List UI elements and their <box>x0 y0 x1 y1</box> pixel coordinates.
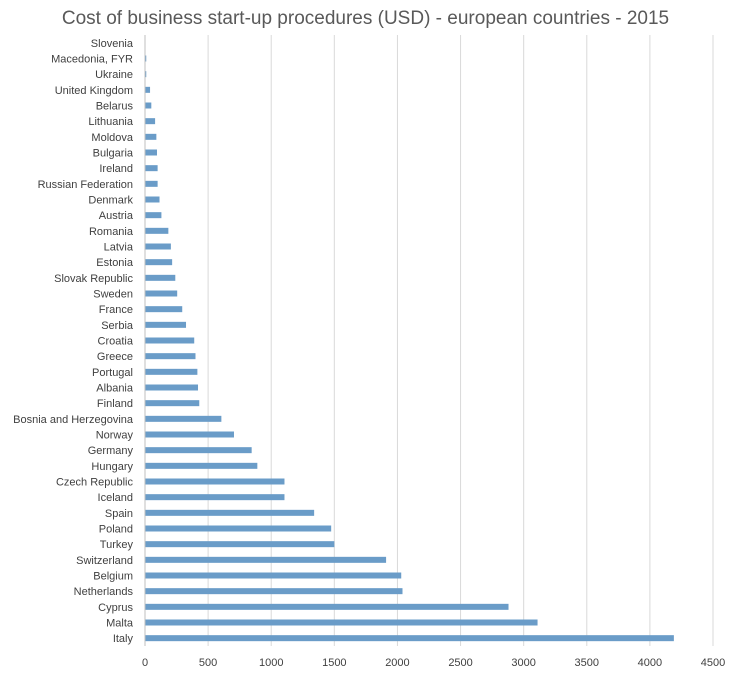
category-label: Austria <box>99 210 134 222</box>
category-label: Cyprus <box>98 602 133 614</box>
bar-belgium <box>145 572 402 579</box>
category-label: Belgium <box>93 571 133 583</box>
bar-sweden <box>145 290 178 297</box>
bar-greece <box>145 353 196 360</box>
bar-romania <box>145 227 169 234</box>
category-label: Iceland <box>98 492 133 504</box>
category-label: Switzerland <box>76 555 133 567</box>
category-label: United Kingdom <box>55 85 133 97</box>
bar-bulgaria <box>145 149 157 156</box>
x-tick-label: 2000 <box>385 657 409 669</box>
bar-united-kingdom <box>145 86 151 93</box>
category-label: Malta <box>106 618 134 630</box>
bar-lithuania <box>145 118 156 125</box>
bar-hungary <box>145 462 258 469</box>
bar-ireland <box>145 165 158 172</box>
category-label: Finland <box>97 398 133 410</box>
bar-malta <box>145 619 538 626</box>
x-tick-label: 1000 <box>259 657 283 669</box>
bar-portugal <box>145 368 198 375</box>
category-label: France <box>99 304 133 316</box>
category-label: Slovak Republic <box>54 273 133 285</box>
bar-serbia <box>145 321 187 328</box>
bar-moldova <box>145 133 157 140</box>
bar-ukraine <box>145 71 147 78</box>
category-label: Lithuania <box>88 116 134 128</box>
bar-macedonia-fyr <box>145 55 147 62</box>
category-label: Sweden <box>93 289 133 301</box>
bar-czech-republic <box>145 478 285 485</box>
bar-poland <box>145 525 332 532</box>
category-label: Poland <box>99 524 133 536</box>
category-label: Croatia <box>98 336 134 348</box>
x-tick-label: 0 <box>142 657 148 669</box>
category-label: Bulgaria <box>93 148 134 160</box>
category-label: Romania <box>89 226 134 238</box>
category-label: Netherlands <box>74 586 134 598</box>
category-label: Latvia <box>104 242 134 254</box>
bar-latvia <box>145 243 171 250</box>
category-label: Turkey <box>100 539 134 551</box>
category-label: Serbia <box>101 320 134 332</box>
bar-spain <box>145 509 315 516</box>
category-label: Moldova <box>91 132 133 144</box>
bar-switzerland <box>145 556 387 563</box>
category-label: Belarus <box>96 101 134 113</box>
category-label: Macedonia, FYR <box>51 54 133 66</box>
x-tick-label: 2500 <box>448 657 472 669</box>
bar-finland <box>145 400 200 407</box>
category-label: Estonia <box>96 257 134 269</box>
category-label: Norway <box>96 430 134 442</box>
category-label: Greece <box>97 351 133 363</box>
bar-turkey <box>145 541 335 548</box>
bar-austria <box>145 212 162 219</box>
category-label: Slovenia <box>91 38 134 50</box>
x-tick-label: 4000 <box>638 657 662 669</box>
category-label: Czech Republic <box>56 477 134 489</box>
category-label: Albania <box>96 383 134 395</box>
bar-france <box>145 306 183 313</box>
bar-albania <box>145 384 199 391</box>
bar-russian-federation <box>145 180 158 187</box>
category-label: Portugal <box>92 367 133 379</box>
x-tick-label: 3500 <box>575 657 599 669</box>
bar-norway <box>145 431 234 438</box>
bar-italy <box>145 635 674 642</box>
bar-denmark <box>145 196 160 203</box>
category-label: Germany <box>88 445 134 457</box>
bar-estonia <box>145 259 173 266</box>
bar-belarus <box>145 102 152 109</box>
category-label: Ireland <box>99 163 133 175</box>
category-label: Bosnia and Herzegovina <box>13 414 134 426</box>
category-label: Denmark <box>88 195 133 207</box>
bar-iceland <box>145 494 285 501</box>
category-label: Spain <box>105 508 133 520</box>
bar-bosnia-and-herzegovina <box>145 415 222 422</box>
category-label: Italy <box>113 633 134 645</box>
bar-croatia <box>145 337 195 344</box>
bar-netherlands <box>145 588 403 595</box>
x-tick-label: 3000 <box>511 657 535 669</box>
bar-germany <box>145 447 252 454</box>
bar-cyprus <box>145 603 509 610</box>
category-label: Russian Federation <box>38 179 133 191</box>
x-tick-label: 500 <box>199 657 217 669</box>
category-label: Hungary <box>91 461 133 473</box>
bar-slovak-republic <box>145 274 176 281</box>
x-tick-label: 4500 <box>701 657 725 669</box>
x-tick-label: 1500 <box>322 657 346 669</box>
category-label: Ukraine <box>95 69 133 81</box>
chart-title: Cost of business start-up procedures (US… <box>61 8 670 29</box>
